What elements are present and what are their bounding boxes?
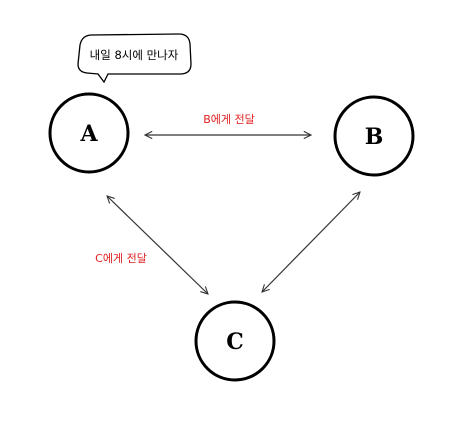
node-a: A <box>48 92 130 174</box>
node-c-label: C <box>226 329 244 355</box>
speech-bubble: 내일 8시에 만나자 <box>77 33 192 84</box>
node-b-circle <box>333 95 415 177</box>
node-a-label: A <box>79 121 98 147</box>
node-b-label: B <box>365 124 384 150</box>
speech-bubble-text: 내일 8시에 만나자 <box>90 48 179 62</box>
speech-bubble-shape <box>77 33 192 84</box>
edge-label-a-c: C에게 전달 <box>95 252 147 265</box>
node-a-circle <box>48 92 130 174</box>
node-c-circle <box>194 300 276 382</box>
edge-b-c-arrow <box>262 192 360 292</box>
edge-a-c-arrow <box>107 196 208 294</box>
node-c: C <box>194 300 276 382</box>
edge-label-a-b: B에게 전달 <box>203 113 255 126</box>
node-b: B <box>333 95 415 177</box>
